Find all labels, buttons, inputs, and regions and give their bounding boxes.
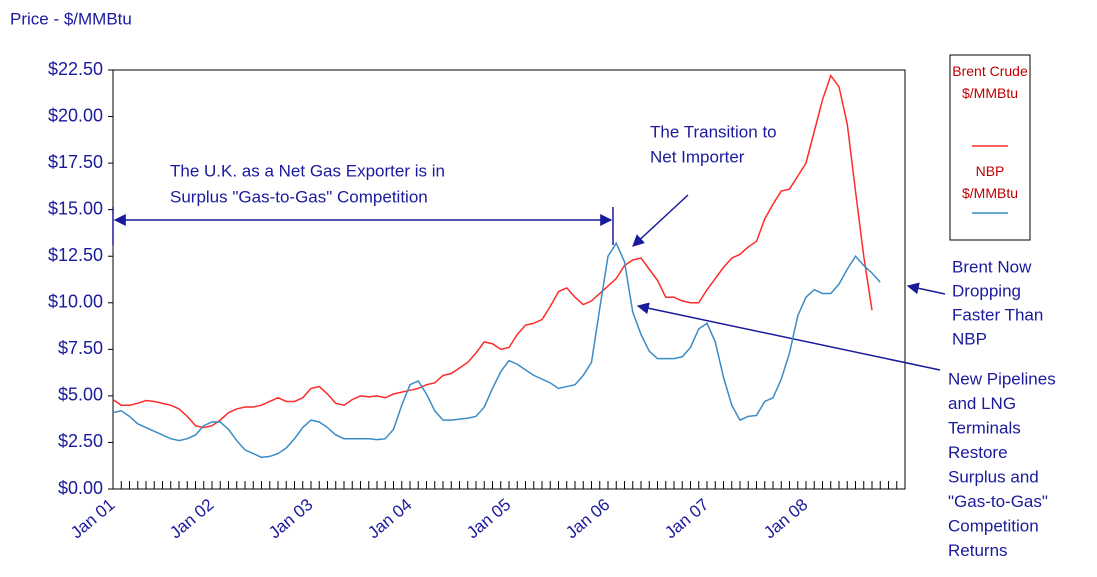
plot-frame (112, 69, 906, 490)
annotation: Returns (948, 541, 1008, 560)
legend-label: NBP $/MMBtu (961, 163, 1018, 201)
x-tick-label: Jan 07 (661, 495, 712, 542)
annotation: The U.K. as a Net Gas Exporter is in (170, 161, 445, 180)
chart-title: Price - $/MMBtu (10, 9, 132, 28)
y-tick-label: $12.50 (48, 245, 103, 265)
y-tick-label: $20.00 (48, 105, 103, 125)
annotation: Net Importer (650, 147, 745, 166)
annotation: Faster Than (952, 305, 1043, 324)
y-tick-label: $0.00 (58, 478, 103, 498)
annotation: NBP (952, 329, 987, 348)
y-tick-label: $22.50 (48, 59, 103, 79)
annotation: and LNG (948, 394, 1016, 413)
x-tick-label: Jan 05 (463, 495, 514, 542)
annotation: New Pipelines (948, 369, 1056, 388)
arrow (636, 302, 941, 371)
series-line (112, 73, 873, 429)
x-tick-label: Jan 08 (760, 495, 811, 542)
x-tick-label: Jan 03 (265, 495, 316, 542)
annotation: Dropping (952, 281, 1021, 300)
y-tick-label: $2.50 (58, 431, 103, 451)
y-tick-label: $15.00 (48, 198, 103, 218)
y-tick-label: $5.00 (58, 385, 103, 405)
arrow (906, 282, 946, 295)
annotation: Brent Now (952, 257, 1032, 276)
annotation: Terminals (948, 418, 1021, 437)
annotation: Surplus and (948, 467, 1039, 486)
x-tick-label: Jan 01 (67, 495, 118, 542)
y-tick-label: $17.50 (48, 152, 103, 172)
annotation: Restore (948, 443, 1008, 462)
legend-label: Brent Crude $/MMBtu (952, 63, 1028, 101)
x-tick-label: Jan 06 (562, 495, 613, 542)
annotation: Surplus "Gas-to-Gas" Competition (170, 187, 428, 206)
x-tick-label: Jan 02 (166, 495, 217, 542)
y-tick-label: $7.50 (58, 338, 103, 358)
annotation: "Gas-to-Gas" (948, 492, 1048, 511)
x-tick-label: Jan 04 (364, 495, 415, 542)
legend-box (949, 54, 1031, 241)
arrow (632, 194, 689, 247)
annotation: Competition (948, 516, 1039, 535)
annotation: The Transition to (650, 122, 777, 141)
y-tick-label: $10.00 (48, 292, 103, 312)
series-line (112, 241, 881, 459)
